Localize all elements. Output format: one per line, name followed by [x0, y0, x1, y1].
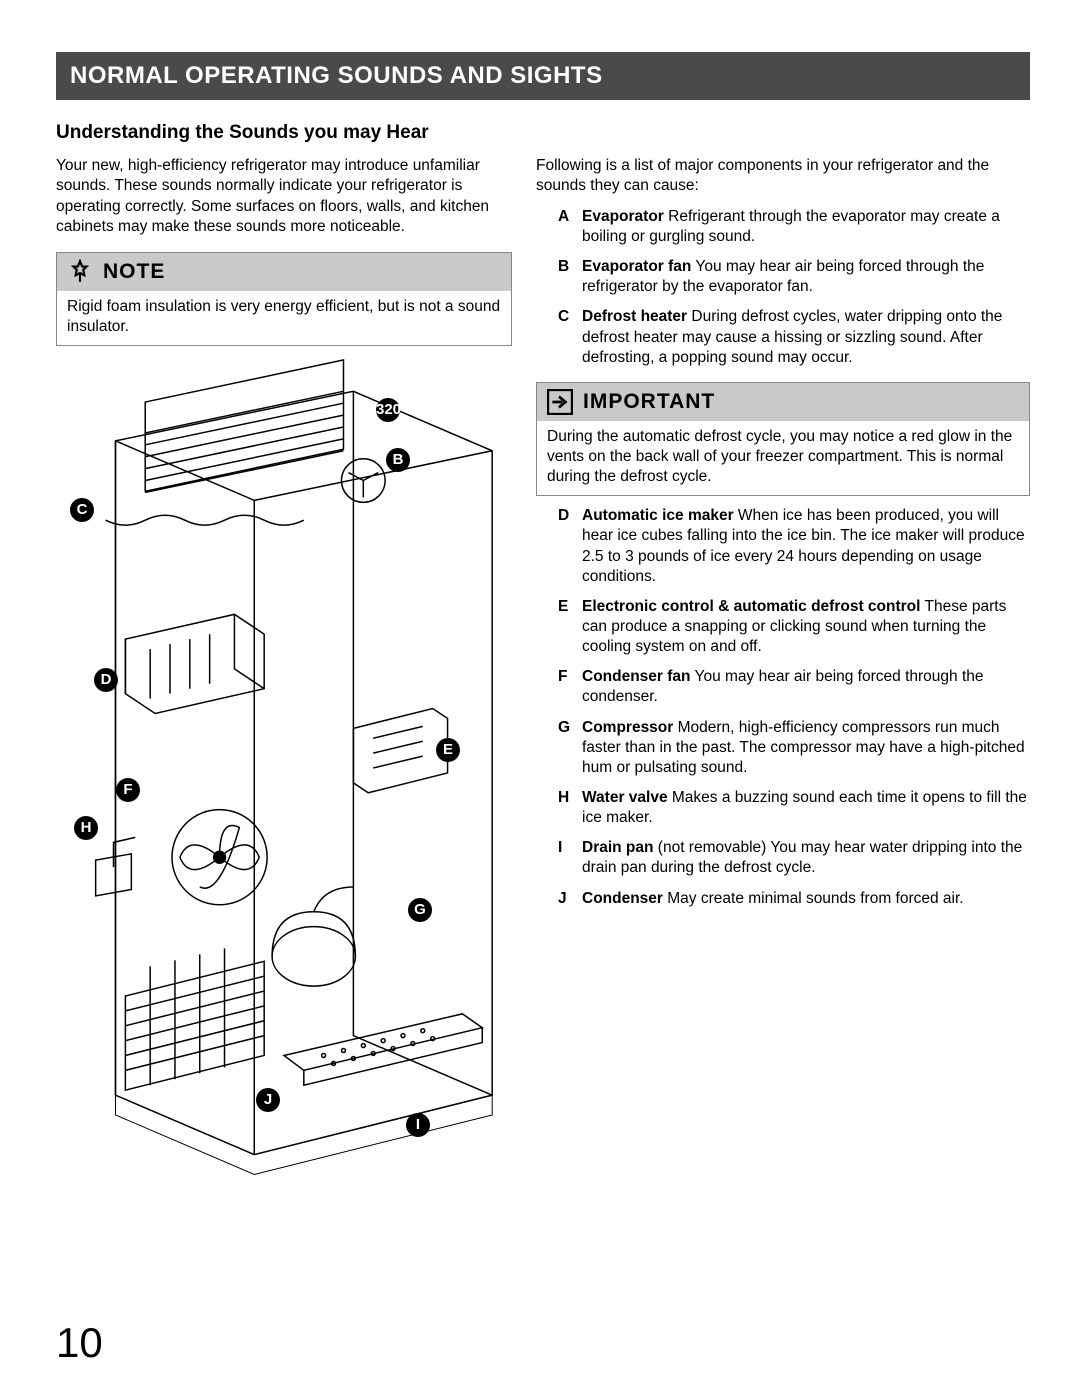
component-term: Defrost heater: [582, 308, 687, 325]
component-letter: C: [558, 307, 574, 367]
component-letter: A: [558, 207, 574, 247]
refrigerator-diagram: 320 B C D E F H G J I: [56, 358, 512, 1178]
component-desc: Evaporator fan You may hear air being fo…: [582, 257, 1030, 297]
pushpin-icon: [67, 259, 93, 285]
important-header: IMPORTANT: [537, 383, 1029, 421]
arrow-right-icon: [547, 389, 573, 415]
component-letter: E: [558, 597, 574, 657]
component-letter: F: [558, 667, 574, 707]
component-item: AEvaporator Refrigerant through the evap…: [536, 207, 1030, 247]
component-term: Water valve: [582, 789, 668, 806]
component-item: E Electronic control & automatic defrost …: [536, 597, 1030, 657]
component-item: IDrain pan (not removable) You may hear …: [536, 838, 1030, 878]
component-desc: Water valve Makes a buzzing sound each t…: [582, 788, 1030, 828]
marker-c: C: [70, 498, 94, 522]
component-desc: Condenser May create minimal sounds from…: [582, 889, 964, 909]
marker-f: F: [116, 778, 140, 802]
intro-right-text: Following is a list of major components …: [536, 156, 1030, 197]
marker-i: I: [406, 1113, 430, 1137]
section-header: NORMAL OPERATING SOUNDS AND SIGHTS: [56, 52, 1030, 100]
component-item: J Condenser May create minimal sounds fro…: [536, 889, 1030, 909]
component-letter: H: [558, 788, 574, 828]
component-term: Evaporator: [582, 208, 664, 225]
component-letter: J: [558, 889, 574, 909]
component-item: DAutomatic ice maker When ice has been p…: [536, 506, 1030, 587]
component-desc: Automatic ice maker When ice has been pr…: [582, 506, 1030, 587]
component-item: GCompressor Modern, high-efficiency comp…: [536, 718, 1030, 778]
note-title: NOTE: [103, 260, 165, 284]
component-list-top: AEvaporator Refrigerant through the evap…: [536, 207, 1030, 368]
component-letter: D: [558, 506, 574, 587]
component-letter: I: [558, 838, 574, 878]
marker-h: H: [74, 816, 98, 840]
marker-j: J: [256, 1088, 280, 1112]
component-desc: Drain pan (not removable) You may hear w…: [582, 838, 1030, 878]
component-desc: Defrost heater During defrost cycles, wa…: [582, 307, 1030, 367]
component-term: Electronic control & automatic defrost c…: [582, 598, 920, 615]
important-body: During the automatic defrost cycle, you …: [537, 421, 1029, 495]
component-desc: Electronic control & automatic defrost c…: [582, 597, 1030, 657]
component-term: Evaporator fan: [582, 258, 691, 275]
marker-b: B: [386, 448, 410, 472]
two-column-layout: Your new, high-efficiency refrigerator m…: [56, 156, 1030, 1178]
component-term: Automatic ice maker: [582, 507, 734, 524]
component-letter: G: [558, 718, 574, 778]
note-callout: NOTE Rigid foam insulation is very energ…: [56, 252, 512, 346]
right-column: Following is a list of major components …: [536, 156, 1030, 1178]
intro-left-text: Your new, high-efficiency refrigerator m…: [56, 156, 512, 238]
marker-d: D: [94, 668, 118, 692]
component-term: Condenser: [582, 890, 667, 907]
component-item: BEvaporator fan You may hear air being f…: [536, 257, 1030, 297]
left-column: Your new, high-efficiency refrigerator m…: [56, 156, 512, 1178]
component-letter: B: [558, 257, 574, 297]
component-term: Drain pan: [582, 839, 653, 856]
component-desc: Condenser fan You may hear air being for…: [582, 667, 1030, 707]
component-term: Condenser fan: [582, 668, 691, 685]
page-number: 10: [56, 1319, 103, 1367]
component-term: Compressor: [582, 719, 673, 736]
marker-a: 320: [376, 398, 400, 422]
component-desc: Compressor Modern, high-efficiency compr…: [582, 718, 1030, 778]
component-item: CDefrost heater During defrost cycles, w…: [536, 307, 1030, 367]
subheader: Understanding the Sounds you may Hear: [56, 122, 1030, 144]
note-body: Rigid foam insulation is very energy eff…: [57, 291, 511, 345]
marker-e: E: [436, 738, 460, 762]
component-item: HWater valve Makes a buzzing sound each …: [536, 788, 1030, 828]
component-desc: Evaporator Refrigerant through the evapo…: [582, 207, 1030, 247]
component-item: FCondenser fan You may hear air being fo…: [536, 667, 1030, 707]
component-list-bottom: DAutomatic ice maker When ice has been p…: [536, 506, 1030, 908]
important-callout: IMPORTANT During the automatic defrost c…: [536, 382, 1030, 496]
marker-g: G: [408, 898, 432, 922]
note-header: NOTE: [57, 253, 511, 291]
important-title: IMPORTANT: [583, 390, 715, 414]
diagram-svg: [56, 358, 512, 1178]
